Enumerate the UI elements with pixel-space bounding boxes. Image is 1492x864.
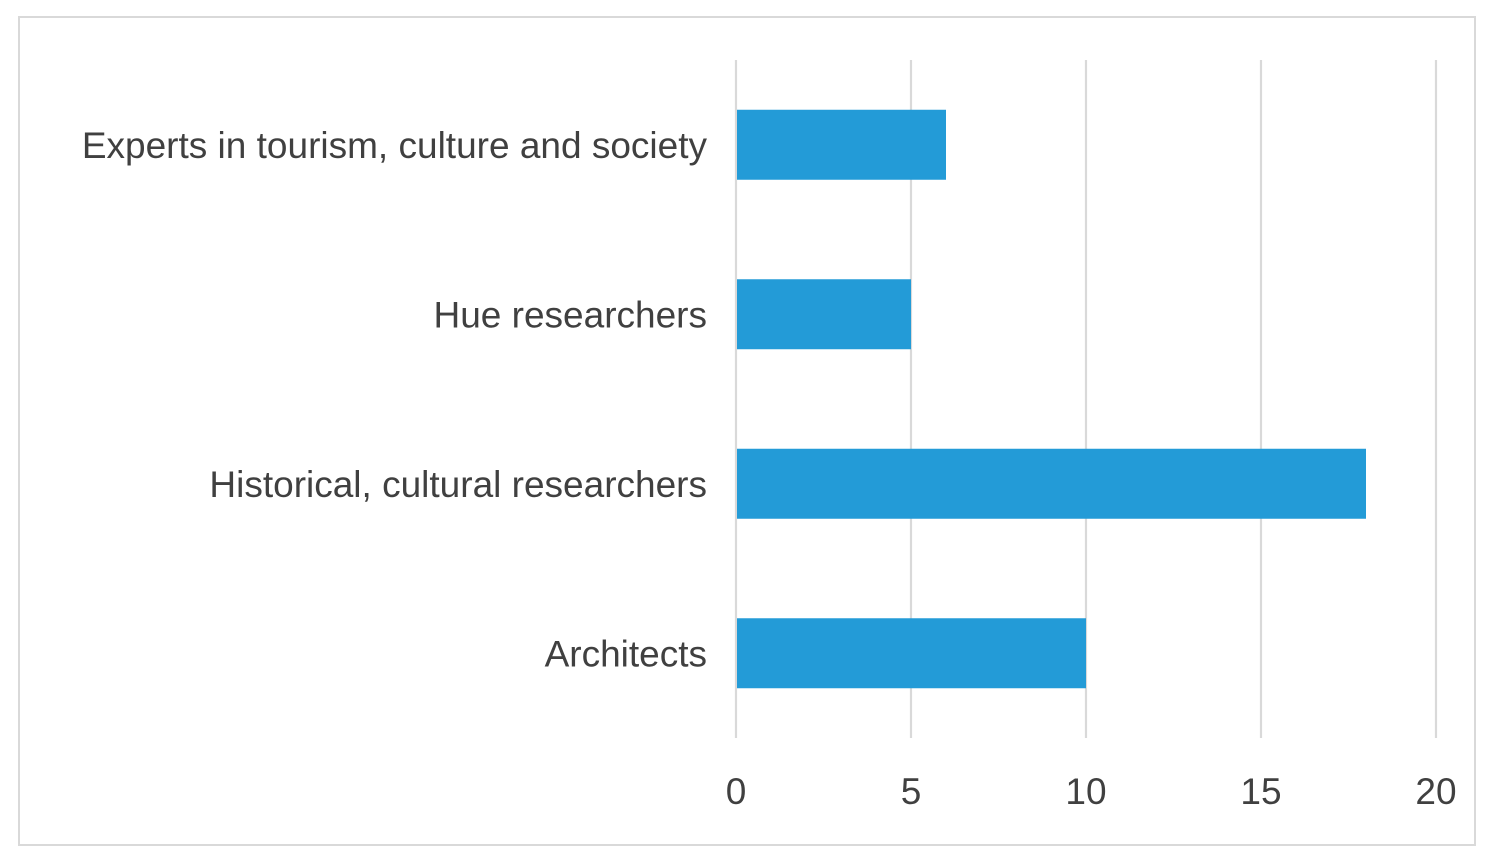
x-tick-label: 20 bbox=[1415, 771, 1456, 812]
x-tick-label: 5 bbox=[901, 771, 922, 812]
bar bbox=[737, 448, 1366, 519]
x-tick-label: 0 bbox=[726, 771, 747, 812]
category-label: Hue researchers bbox=[433, 294, 707, 335]
category-label: Experts in tourism, culture and society bbox=[82, 125, 708, 166]
bars bbox=[737, 109, 1366, 689]
bar bbox=[737, 109, 946, 180]
bar bbox=[737, 279, 911, 350]
x-tick-label: 10 bbox=[1065, 771, 1106, 812]
x-tick-label: 15 bbox=[1240, 771, 1281, 812]
x-axis-tick-labels: 0 5 10 15 20 bbox=[726, 771, 1457, 812]
category-labels: Experts in tourism, culture and society H… bbox=[82, 125, 708, 675]
bar bbox=[737, 618, 1086, 689]
category-label: Architects bbox=[545, 633, 707, 674]
category-label: Historical, cultural researchers bbox=[209, 464, 707, 505]
